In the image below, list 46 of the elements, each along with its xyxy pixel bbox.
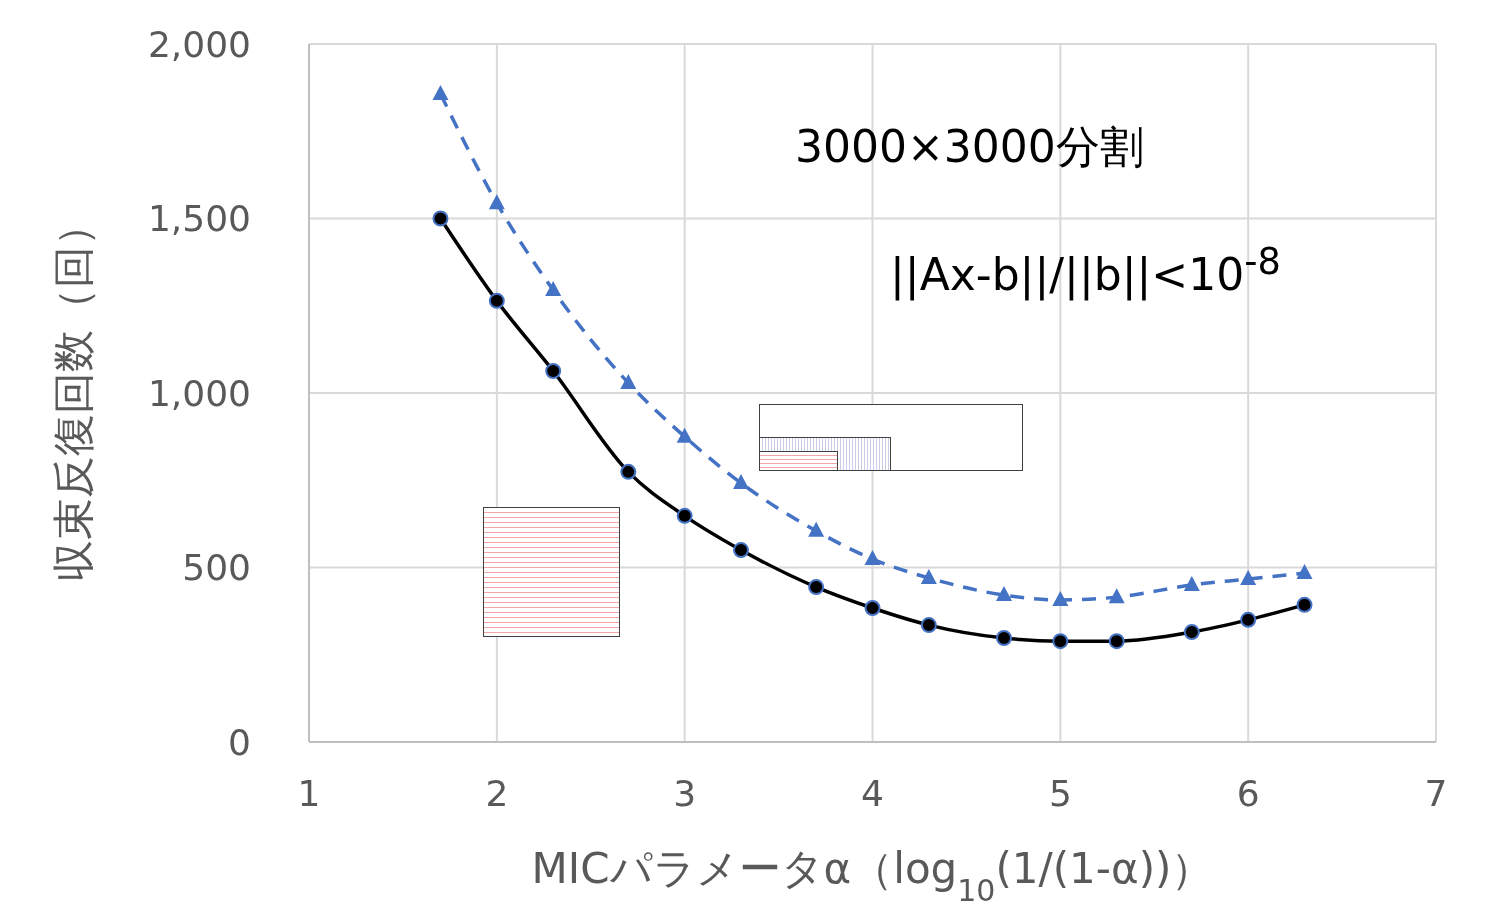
point: [545, 281, 562, 297]
point: [676, 427, 693, 443]
y-tick-label: 2,000: [147, 23, 251, 65]
point: [864, 599, 881, 616]
point: [1183, 624, 1200, 641]
point: [808, 579, 825, 596]
point: [1296, 596, 1313, 613]
point: [1240, 570, 1257, 586]
point: [432, 84, 449, 100]
point: [1240, 611, 1257, 628]
point: [545, 363, 562, 380]
point: [620, 373, 637, 389]
point: [432, 210, 449, 227]
x-tick-label: 4: [861, 772, 884, 814]
point: [920, 617, 937, 634]
x-tick-label: 7: [1424, 772, 1448, 814]
point: [488, 292, 505, 309]
x-tick-label: 2: [485, 772, 509, 814]
annotation: ||Ax-b||/||b||<10$^{-8}$: [890, 240, 1281, 300]
point: [620, 463, 637, 480]
point: [995, 630, 1012, 646]
x-tick-label: 1: [297, 772, 321, 814]
point: [676, 507, 693, 524]
point: [1108, 633, 1125, 650]
annotation: 3000×3000分割: [795, 120, 1144, 174]
x-tick-label: 3: [673, 772, 697, 814]
y-tick-label: 0: [228, 721, 251, 763]
point: [733, 542, 750, 559]
point: [488, 194, 505, 210]
point: [1183, 575, 1200, 591]
point: [808, 521, 825, 537]
y-tick-label: 1,500: [147, 198, 251, 240]
y-axis-title: 収束反復回数（回）: [49, 204, 98, 582]
point: [995, 586, 1012, 602]
point: [920, 568, 937, 584]
point: [1108, 588, 1125, 604]
x-tick-label: 5: [1048, 772, 1072, 814]
x-axis-title: MICパラメータα（log$_{10}$(1/(1-α))）: [531, 844, 1214, 908]
point: [1052, 633, 1069, 650]
point: [1052, 590, 1069, 606]
y-tick-label: 1,000: [147, 372, 251, 414]
point: [733, 474, 750, 490]
x-tick-label: 6: [1236, 772, 1260, 814]
point: [864, 550, 881, 566]
y-tick-label: 500: [182, 547, 251, 589]
point: [1296, 564, 1313, 580]
